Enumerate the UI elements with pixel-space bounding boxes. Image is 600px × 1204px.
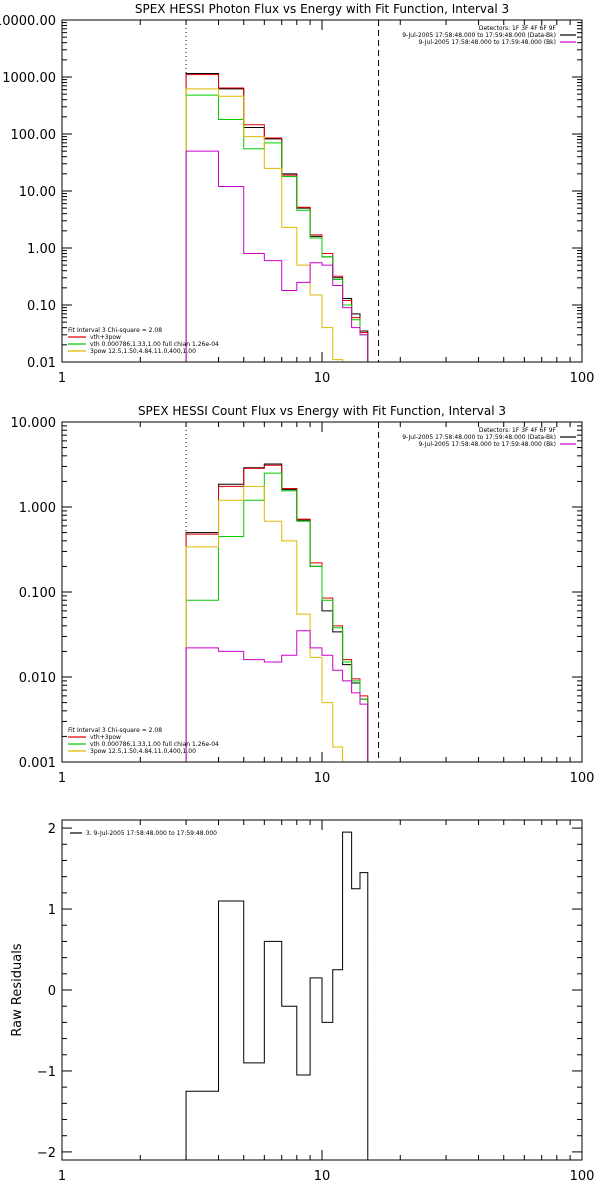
chart-title: SPEX HESSI Photon Flux vs Energy with Fi…: [135, 2, 509, 16]
series-4-line: [185, 88, 380, 362]
legend-entry: vth+3pow: [90, 734, 121, 741]
y-tick-label: 10000.00: [0, 14, 56, 29]
series-3-line: [185, 472, 380, 762]
chart-2: SPEX HESSI Count Flux vs Energy with Fit…: [11, 404, 595, 786]
plot-frame: [61, 819, 583, 1161]
y-tick-label: 100.00: [11, 128, 57, 143]
x-tick-label: 100: [570, 1169, 595, 1184]
series-2-line: [185, 74, 380, 362]
legend-bottom-left: Fit Interval 3 Chi-square = 2.08vth+3pow…: [68, 727, 219, 755]
series-4-line: [185, 485, 380, 762]
chart-1: SPEX HESSI Photon Flux vs Energy with Fi…: [0, 2, 594, 386]
series-2-line: [185, 464, 380, 762]
y-tick-label: 10.00: [19, 185, 56, 200]
series-group: [185, 831, 369, 1160]
y-tick-label: 1.00: [27, 242, 56, 257]
legend-entry: vth 0.000786,1.33,1.00 full chian 1.26e-…: [90, 341, 219, 348]
legend-entry: Detectors: 1F 3F 4F 6F 9F: [479, 427, 557, 434]
x-tick-label: 1: [58, 771, 66, 786]
legend-entry: vth+3pow: [90, 334, 121, 341]
series-5-line: [185, 630, 380, 762]
y-tick-label: −2: [37, 1146, 56, 1161]
series-1-line: [185, 831, 369, 1160]
legend-entry: 9-Jul-2005 17:58:48.000 to 17:59:48.000 …: [402, 32, 556, 39]
legend-top-right: Detectors: 1F 3F 4F 6F 9F9-Jul-2005 17:5…: [402, 427, 576, 448]
plot-frame: [61, 19, 583, 363]
y-tick-label: 10.000: [11, 416, 57, 431]
y-tick-label: 0.01: [27, 356, 56, 371]
legend-entry: Detectors: 1F 3F 4F 6F 9F: [479, 25, 557, 32]
y-tick-label: 2: [48, 822, 56, 837]
y-tick-label: −1: [37, 1065, 56, 1080]
legend-entry: 9-Jul-2005 17:58:48.000 to 17:59:48.000 …: [418, 441, 556, 448]
legend-entry: vth 0.000786,1.33,1.00 full chian 1.26e-…: [90, 741, 219, 748]
legend-header: Fit Interval 3 Chi-square = 2.08: [68, 327, 162, 334]
series-5-line: [185, 150, 380, 362]
series-1-line: [185, 463, 380, 762]
series-1-line: [185, 73, 380, 362]
x-tick-label: 10: [314, 771, 331, 786]
x-tick-label: 100: [570, 771, 595, 786]
y-tick-label: 0.001: [19, 756, 56, 771]
legend-top-left: 3. 9-Jul-2005 17:58:48.000 to 17:59:48.0…: [70, 830, 217, 837]
plot-frame: [61, 421, 583, 763]
x-tick-label: 10: [314, 371, 331, 386]
y-tick-label: 1: [48, 903, 56, 918]
series-group: [185, 73, 380, 362]
legend-bottom-left: Fit Interval 3 Chi-square = 2.08vth+3pow…: [68, 327, 219, 355]
legend-header: Fit Interval 3 Chi-square = 2.08: [68, 727, 162, 734]
x-tick-label: 1: [58, 371, 66, 386]
y-tick-label: 0.010: [19, 671, 56, 686]
y-tick-label: 0.10: [27, 299, 56, 314]
legend-entry: 9-Jul-2005 17:58:48.000 to 17:59:48.000 …: [402, 434, 556, 441]
x-tick-label: 1: [58, 1169, 66, 1184]
chart-3: Raw Residuals 1 10 100 −2 −1 0 1 2 3. 9-Jul-2005 …: [10, 819, 595, 1184]
legend-top-right: Detectors: 1F 3F 4F 6F 9F9-Jul-2005 17:5…: [402, 25, 576, 46]
series-3-line: [185, 94, 380, 362]
x-tick-label: 10: [314, 1169, 331, 1184]
legend-entry: 3pow 12.5,1.50,4.84,11.0,400,1.00: [90, 348, 196, 355]
series-group: [185, 463, 380, 762]
y-tick-label: 0.100: [19, 586, 56, 601]
chart-title: SPEX HESSI Count Flux vs Energy with Fit…: [138, 404, 506, 418]
y-tick-label: 1.000: [19, 501, 56, 516]
legend-entry: 9-Jul-2005 17:58:48.000 to 17:59:48.000 …: [418, 39, 556, 46]
x-tick-label: 100: [570, 371, 595, 386]
y-axis-label: Raw Residuals: [10, 943, 25, 1036]
y-tick-label: 1000.00: [2, 71, 56, 86]
y-tick-label: 0: [48, 984, 56, 999]
legend-entry: 3. 9-Jul-2005 17:58:48.000 to 17:59:48.0…: [86, 830, 217, 837]
legend-entry: 3pow 12.5,1.50,4.84,11.0,400,1.00: [90, 748, 196, 755]
